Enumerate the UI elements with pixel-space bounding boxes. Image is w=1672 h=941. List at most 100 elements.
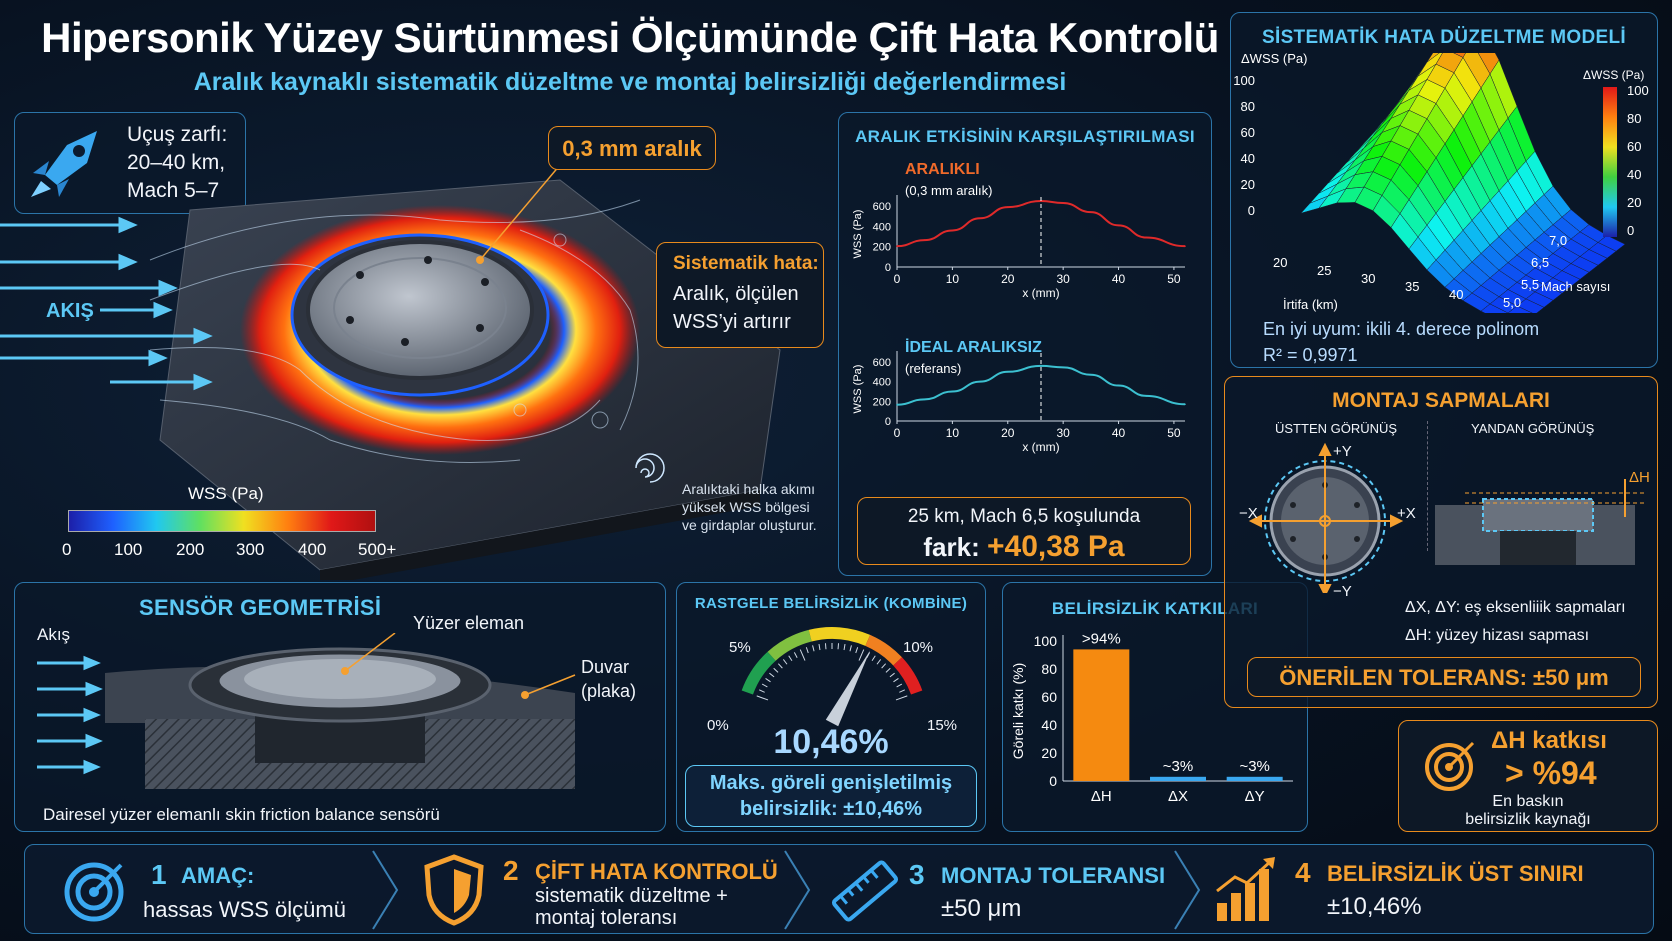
sys-title: Sistematik hata: [673, 253, 819, 274]
mach-tick-label: 7,0 [1549, 233, 1567, 248]
x-tick-label: 10 [946, 426, 960, 440]
step-2-line-2: montaj toleransı [535, 907, 678, 929]
alt-axis-label: İrtifa (km) [1283, 297, 1338, 312]
x-axis-label: x (mm) [1022, 440, 1059, 454]
gauge-tick [876, 659, 882, 665]
step-3-line: ±50 μm [941, 895, 1022, 922]
bar-1 [1150, 776, 1206, 781]
data-point [1117, 224, 1120, 227]
data-point [896, 245, 898, 247]
target-arrow-icon [64, 862, 124, 922]
z-tick-label: 20 [1241, 177, 1255, 192]
gauge-tick [849, 645, 852, 652]
vortex-line-1: Aralıktaki halka akımı [682, 481, 816, 497]
gauge-tick [773, 667, 779, 673]
bar-y-tick-label: 0 [1049, 773, 1057, 789]
shield-icon [424, 854, 484, 926]
x-tick-label: 20 [1001, 426, 1015, 440]
flight-envelope-box: Uçuş zarfı: 20–40 km, Mach 5–7 [14, 112, 246, 214]
gauge-tick [812, 645, 815, 652]
y-tick-label: 200 [873, 242, 891, 254]
geometry-wall-1: Duvar [581, 657, 630, 677]
colorbar-title: WSS (Pa) [188, 484, 264, 503]
x-axis-label: x (mm) [1022, 286, 1059, 300]
gauge-segment [808, 627, 871, 646]
mach-axis-label: Mach sayısı [1541, 279, 1610, 294]
result-line-1: 25 km, Mach 6,5 koşulunda [907, 506, 1141, 527]
data-point [979, 380, 981, 383]
mount-side-view: YANDAN GÖRÜNÜŞ [1471, 421, 1595, 436]
model-fit: En iyi uyum: ikili 4. derece polinom [1263, 319, 1540, 339]
cb-tick-3: 300 [236, 540, 265, 559]
cbar-tick-label: 80 [1627, 111, 1641, 126]
flow-label: AKIŞ [46, 300, 94, 322]
gauge-segment [741, 651, 776, 695]
cb-tick-4: 400 [298, 540, 327, 559]
compare-top-sub: (0,3 mm aralık) [905, 183, 993, 198]
mount-nx: −X [1239, 505, 1258, 522]
gauge-tick [885, 667, 891, 673]
step-1-title: AMAÇ: [181, 863, 255, 888]
gauge-tick [769, 672, 775, 678]
y-tick-label: 0 [885, 416, 891, 428]
x-tick-label: 10 [946, 272, 960, 286]
gauge-segment [865, 634, 902, 666]
gauge-tick [805, 647, 809, 654]
step-4-num: 4 [1295, 857, 1311, 888]
z-tick-label: 100 [1233, 73, 1255, 88]
x-tick-label: 30 [1056, 272, 1070, 286]
data-point [1090, 373, 1092, 376]
dh-line-1: ΔH katkısı [1491, 727, 1607, 754]
cb-tick-0: 0 [62, 540, 72, 559]
mount-title: MONTAJ SAPMALARI [1332, 389, 1550, 412]
gap-label-box: 0,3 mm aralık [548, 126, 716, 170]
gauge-box-line-2: belirsizlik: ±10,46% [739, 798, 923, 820]
gauge-tick [895, 695, 908, 701]
z-tick-label: 0 [1248, 203, 1255, 218]
z-tick-label: 60 [1241, 125, 1255, 140]
gauge-tick [871, 655, 876, 662]
vortex-line-3: ve girdaplar oluşturur. [682, 517, 817, 533]
gauge-tick-0: 0% [707, 717, 729, 734]
step-1-num: 1 [151, 859, 167, 890]
y-tick-label: 0 [885, 262, 891, 274]
gauge-tick [818, 643, 821, 651]
z-tick-label: 80 [1241, 99, 1255, 114]
vortex-line-2: yüksek WSS bölgesi [682, 499, 810, 515]
sys-line-2: WSS’yi artırır [673, 311, 791, 333]
gauge-tick [799, 649, 806, 661]
gauge-tick [758, 689, 765, 693]
correction-model-panel: SİSTEMATİK HATA DÜZELTME MODELİ ΔWSS (Pa… [1230, 12, 1658, 368]
x-tick-label: 50 [1167, 272, 1181, 286]
compare-top-title: ARALIKLI [905, 161, 980, 178]
dh-line-3: En baskın [1492, 793, 1564, 810]
bar-value-label: ~3% [1239, 758, 1269, 775]
sensor-cross-section [37, 633, 576, 789]
surface-cell [1480, 303, 1509, 313]
model-title: SİSTEMATİK HATA DÜZELTME MODELİ [1262, 27, 1626, 48]
mounting-views [1248, 442, 1645, 593]
gauge-segment [893, 657, 923, 695]
gap-label: 0,3 mm aralık [562, 136, 702, 161]
result-line-2: fark: +40,38 Pa [858, 530, 1190, 564]
gauge-tick [881, 663, 887, 669]
z-axis-label: ΔWSS (Pa) [1241, 53, 1307, 66]
bar-y-tick-label: 60 [1041, 689, 1057, 705]
step-4-title: BELİRSİZLİK ÜST SINIRI [1327, 861, 1584, 886]
data-point [1006, 370, 1009, 373]
page-title: Hipersonik Yüzey Sürtünmesi Ölçümünde Çi… [41, 14, 1219, 61]
result-value: +40,38 Pa [986, 530, 1125, 563]
dh-contribution-box: ΔH katkısı > %94 En baskın belirsizlik k… [1398, 720, 1658, 832]
view-divider [1427, 421, 1428, 551]
model-r2: R² = 0,9971 [1263, 345, 1358, 365]
bar-value-label: >94% [1082, 630, 1121, 647]
alt-tick-label: 25 [1317, 263, 1331, 278]
vortex-note: Aralıktaki halka akımı yüksek WSS bölges… [682, 480, 817, 534]
flight-line-3: Mach 5–7 [127, 179, 220, 202]
gauge-segment [767, 629, 812, 661]
tolerance-label: ÖNERİLEN TOLERANS: ±50 μm [1279, 665, 1609, 690]
gauge-tick-10: 10% [903, 639, 934, 656]
dh-line-2: > %94 [1505, 755, 1597, 791]
data-point [1090, 211, 1092, 213]
